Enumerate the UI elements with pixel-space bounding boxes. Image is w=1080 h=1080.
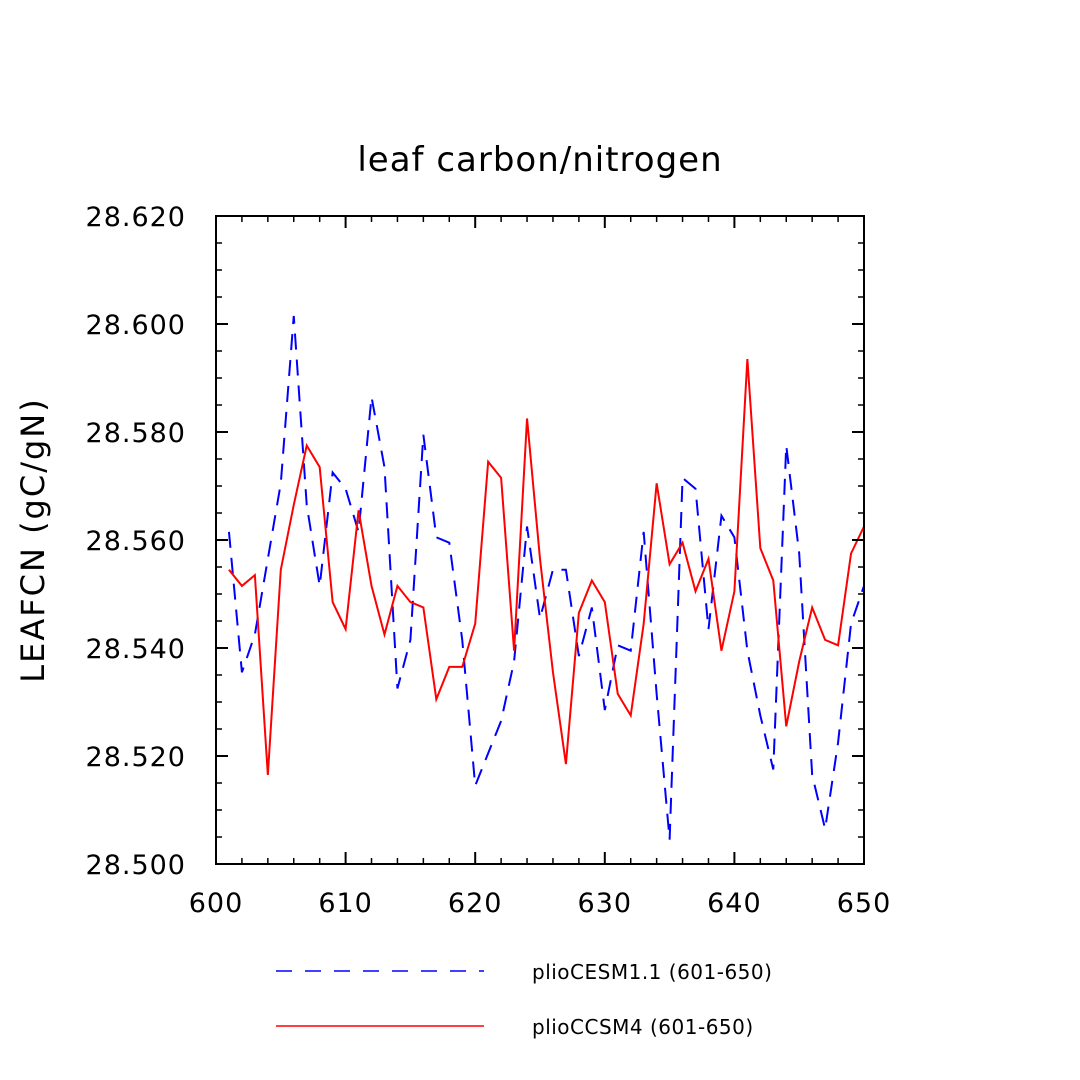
y-tick-label: 28.600 [86,310,186,341]
ticks-layer [215,215,865,865]
legend-label-1: plioCESM1.1 (601-650) [532,960,772,984]
tick-labels: 600 610 620 630 640 650 28.500 28.520 28.540 28.5… [86,202,892,919]
x-tick-label: 630 [578,888,633,919]
y-tick-label: 28.520 [86,742,186,773]
x-tick-label: 620 [448,888,503,919]
series-line-1 [227,315,865,840]
y-tick-label: 28.500 [86,850,186,881]
x-tick-label: 600 [189,888,244,919]
series-layer [227,315,865,840]
x-tick-label: 640 [707,888,762,919]
y-tick-label: 28.580 [86,418,186,449]
y-tick-label: 28.560 [86,526,186,557]
plot-frame [215,215,865,865]
y-tick-label: 28.540 [86,634,186,665]
plot-area [215,215,865,865]
x-tick-label: 610 [318,888,373,919]
series-line-2 [228,359,865,775]
y-axis-label: LEAFCN (gC/gN) [14,397,52,682]
y-tick-label: 28.620 [86,202,186,233]
x-tick-label: 650 [837,888,892,919]
legend-label-2: plioCCSM4 (601-650) [532,1015,754,1039]
legend: plioCESM1.1 (601-650) plioCCSM4 (601-650) [276,960,772,1039]
chart-title: leaf carbon/nitrogen [357,140,722,180]
